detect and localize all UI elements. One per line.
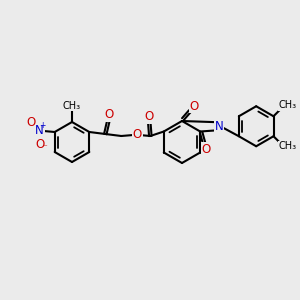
Text: O: O xyxy=(202,143,211,156)
Text: CH₃: CH₃ xyxy=(63,101,81,111)
Text: O: O xyxy=(26,116,35,130)
Text: O: O xyxy=(105,109,114,122)
Text: CH₃: CH₃ xyxy=(278,100,297,110)
Text: O: O xyxy=(133,128,142,140)
Text: N: N xyxy=(215,120,224,133)
Text: O: O xyxy=(35,137,44,151)
Text: O: O xyxy=(145,110,154,124)
Text: CH₃: CH₃ xyxy=(278,141,297,151)
Text: +: + xyxy=(40,121,46,130)
Text: ⁻: ⁻ xyxy=(42,143,47,152)
Text: O: O xyxy=(189,100,199,112)
Text: N: N xyxy=(35,124,44,136)
